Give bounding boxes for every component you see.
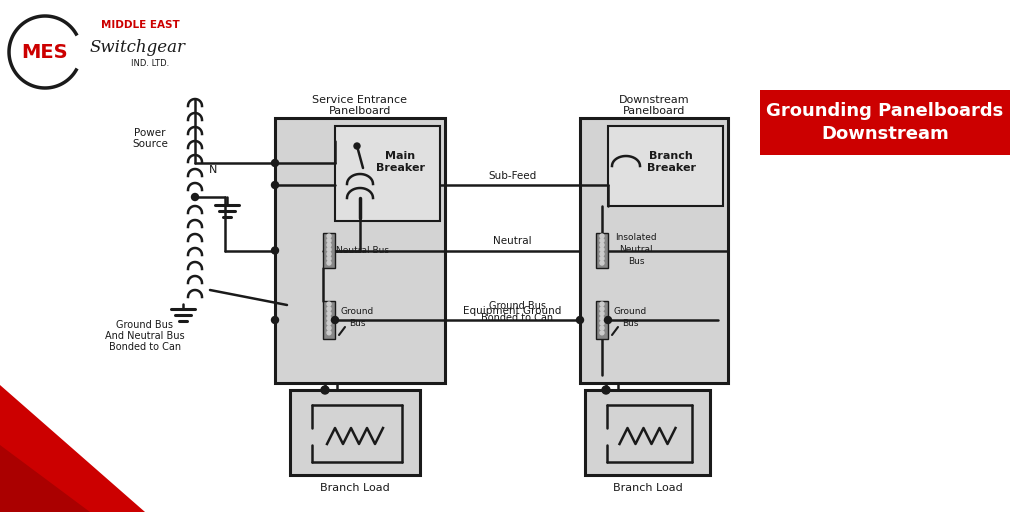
Circle shape [602,386,610,394]
Circle shape [327,257,331,261]
Text: Ground: Ground [340,307,374,315]
Circle shape [271,247,279,254]
Bar [323,301,335,339]
Text: Power: Power [134,128,166,138]
Circle shape [600,257,604,261]
Text: IND. LTD.: IND. LTD. [131,58,169,68]
Text: MIDDLE EAST: MIDDLE EAST [100,20,179,30]
Circle shape [327,326,331,330]
Bar [290,390,420,475]
Bar [760,90,1010,155]
Circle shape [321,386,329,394]
Circle shape [604,316,611,324]
Circle shape [600,234,604,238]
Bar [580,118,728,383]
Circle shape [354,143,360,149]
Circle shape [327,234,331,238]
Circle shape [327,321,331,325]
Circle shape [600,247,604,251]
Text: Service Entrance: Service Entrance [312,95,408,105]
Text: Sub-Feed: Sub-Feed [488,171,537,181]
Circle shape [327,312,331,315]
Text: And Neutral Bus: And Neutral Bus [105,331,184,341]
Bar [608,126,723,206]
Circle shape [327,307,331,311]
Text: Panelboard: Panelboard [329,106,391,116]
Text: Breaker: Breaker [376,163,425,173]
Text: Branch Load: Branch Load [612,483,682,493]
Bar [323,233,335,268]
Text: Ground Bus: Ground Bus [117,320,173,330]
Text: Source: Source [132,139,168,149]
Circle shape [327,316,331,321]
Text: MES: MES [22,42,69,61]
Circle shape [600,326,604,330]
Text: Ground Bus: Ground Bus [489,301,546,311]
Circle shape [600,331,604,335]
Circle shape [600,302,604,306]
Circle shape [600,261,604,265]
Text: Grounding Panelboards
Downstream: Grounding Panelboards Downstream [766,102,1004,143]
Circle shape [191,194,199,201]
Circle shape [600,312,604,315]
Text: Branch Load: Branch Load [321,483,390,493]
Text: Neutral Bus: Neutral Bus [337,246,389,255]
Polygon shape [0,385,145,512]
Circle shape [600,307,604,311]
Circle shape [327,247,331,251]
Circle shape [600,321,604,325]
Bar [596,301,608,339]
Text: Bus: Bus [622,318,638,328]
Text: Bonded to Can: Bonded to Can [109,342,181,352]
Text: Neutral: Neutral [494,237,531,246]
Circle shape [271,160,279,166]
Circle shape [600,252,604,256]
Text: Bonded to Can: Bonded to Can [481,313,554,323]
Circle shape [327,331,331,335]
Circle shape [327,261,331,265]
Circle shape [600,316,604,321]
Bar [335,126,440,221]
Circle shape [327,252,331,256]
Circle shape [332,316,339,324]
Text: Bus: Bus [628,258,644,267]
Bar [585,390,710,475]
Text: Neutral: Neutral [620,245,653,254]
Circle shape [577,316,584,324]
Circle shape [271,316,279,324]
Text: Panelboard: Panelboard [623,106,685,116]
Bar [275,118,445,383]
Circle shape [600,243,604,247]
Text: Branch: Branch [649,151,693,161]
Text: Switchgear: Switchgear [90,39,186,56]
Text: N: N [209,165,217,175]
Text: Ground: Ground [613,307,646,315]
Text: Insolated: Insolated [615,233,656,243]
Circle shape [327,243,331,247]
Text: Equipment Ground: Equipment Ground [463,306,562,316]
Text: Downstream: Downstream [618,95,689,105]
Polygon shape [0,445,90,512]
Circle shape [327,302,331,306]
Text: Main: Main [385,151,415,161]
Bar [596,233,608,268]
Text: Breaker: Breaker [647,163,695,173]
Circle shape [327,239,331,243]
Circle shape [600,239,604,243]
Text: Bus: Bus [349,318,366,328]
Circle shape [271,181,279,188]
